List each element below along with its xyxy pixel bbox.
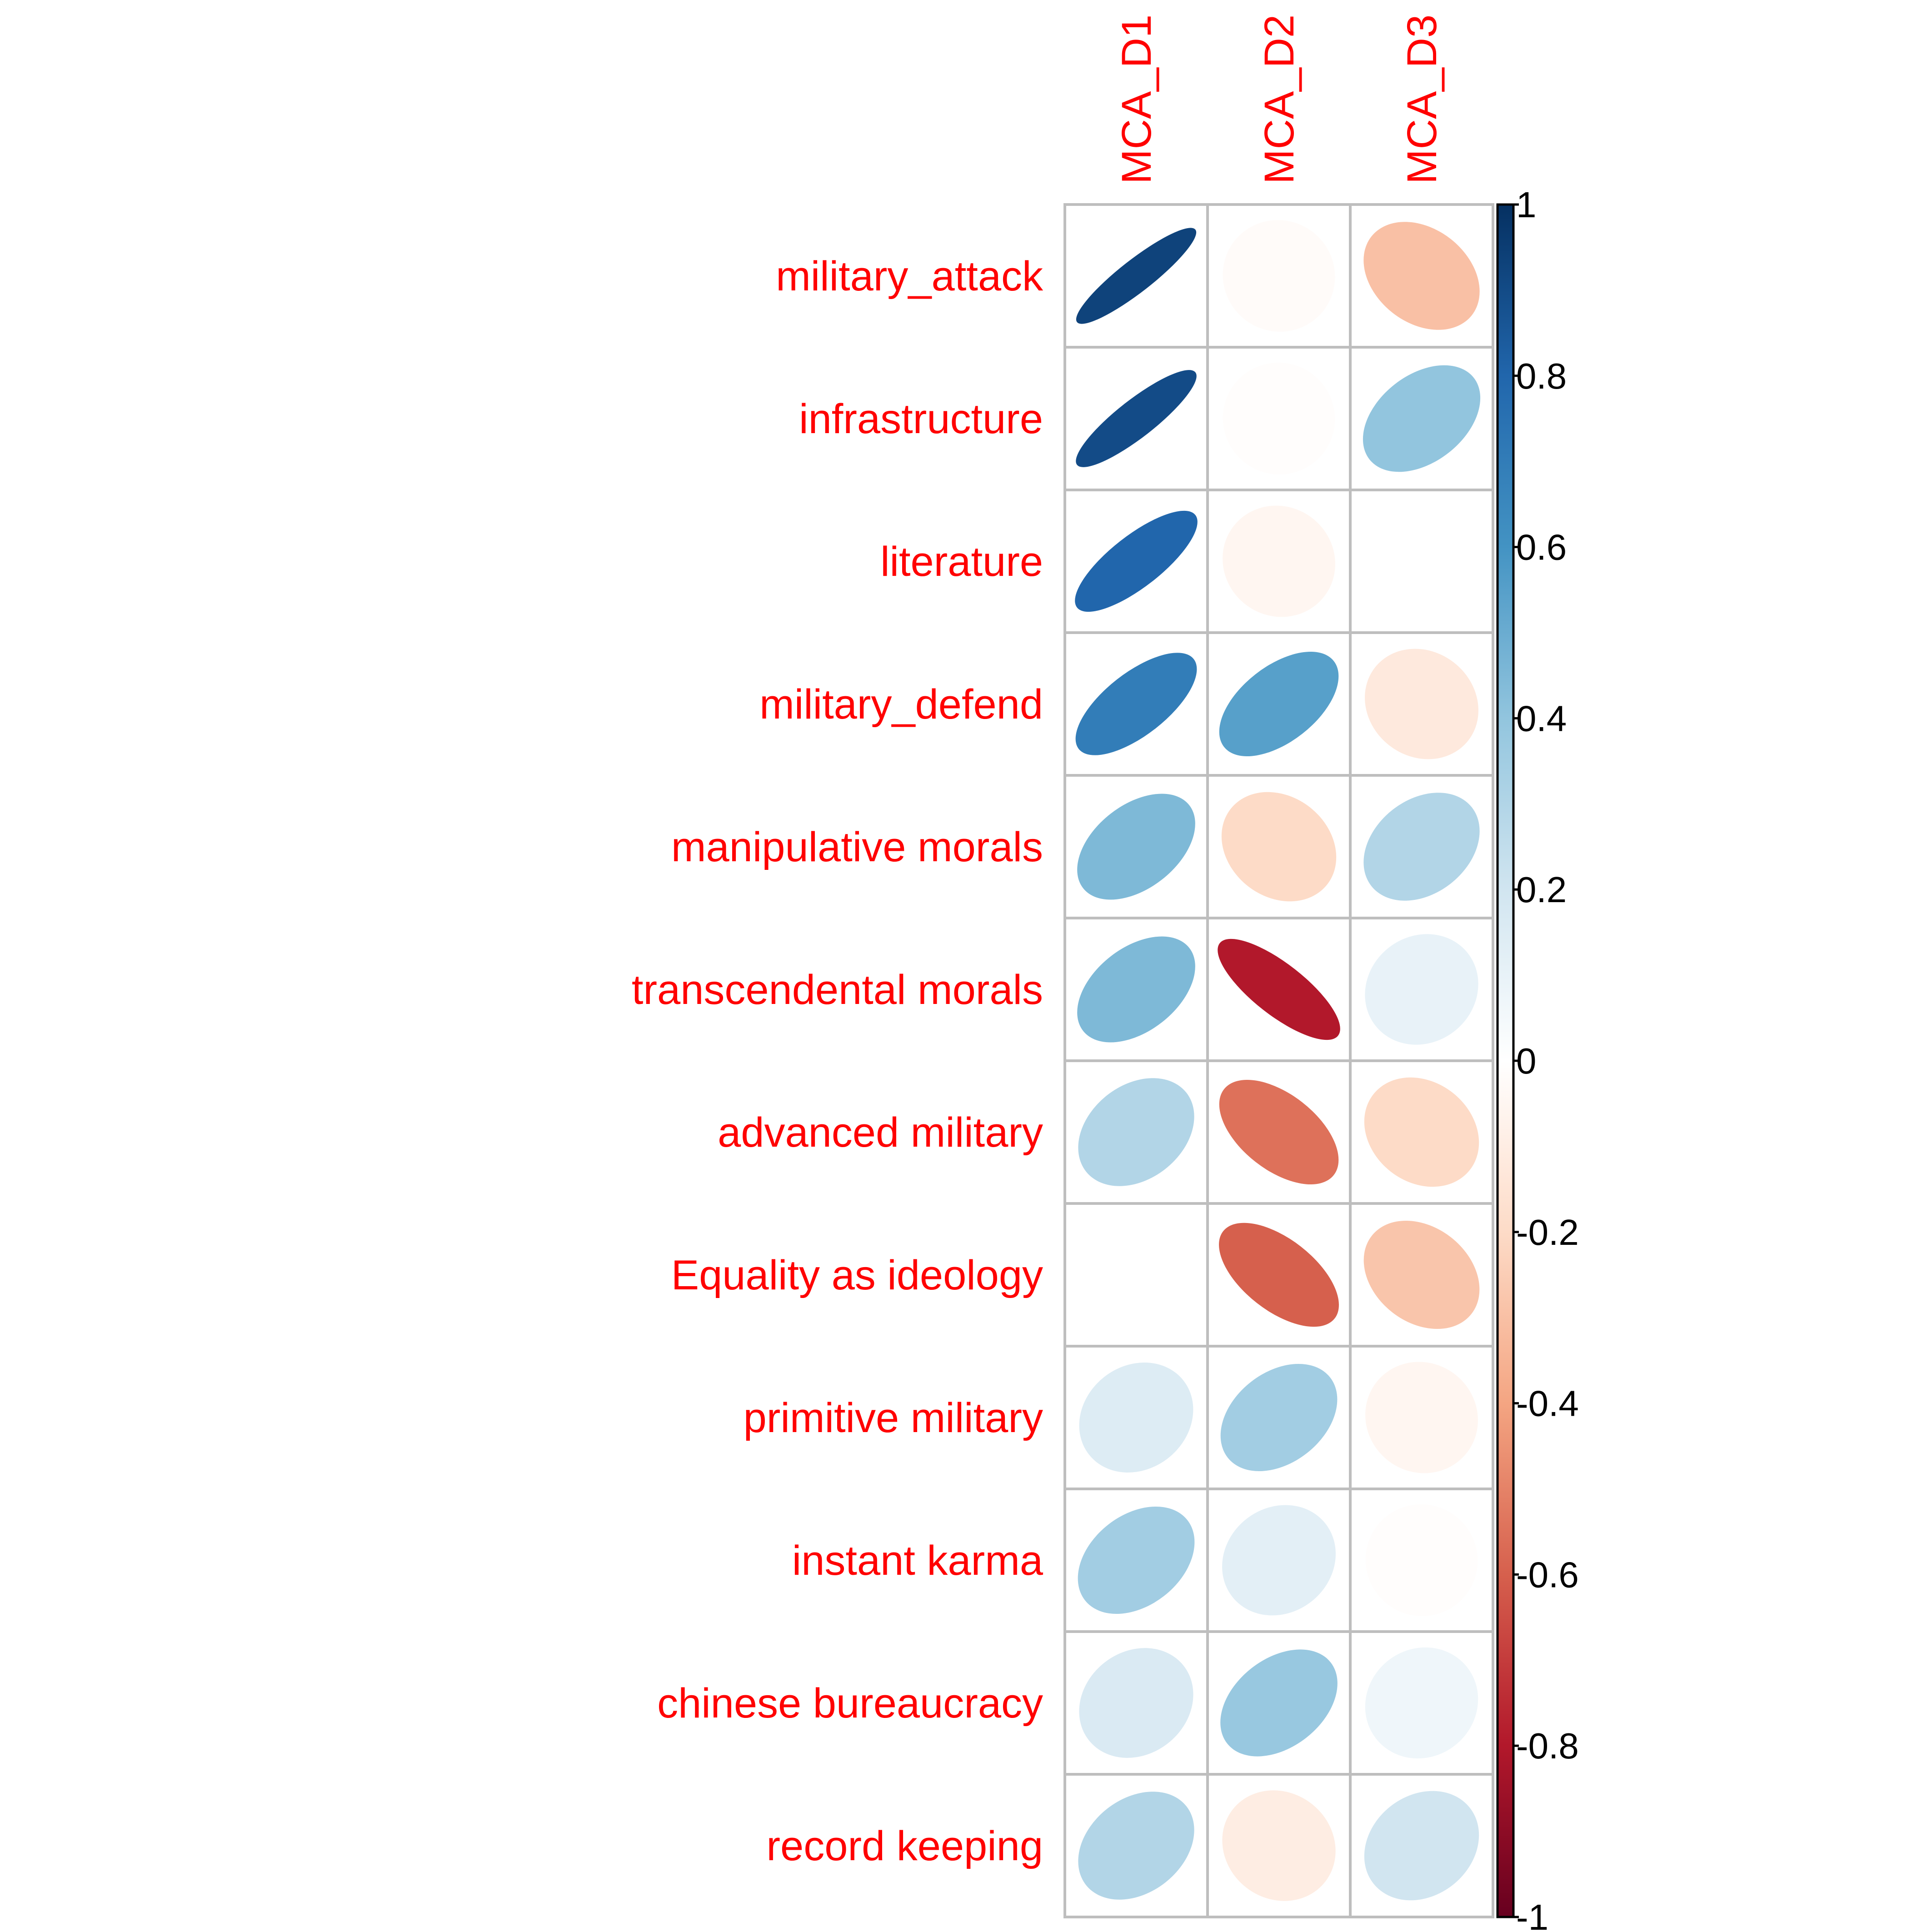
- colorbar-tick-label-5: 0.2: [1516, 869, 1567, 910]
- colorbar-gradient: [1496, 203, 1515, 1918]
- row-label-5: manipulative morals: [671, 824, 1043, 870]
- row-label-10: instant karma: [792, 1538, 1043, 1584]
- colorbar-tick-label-7: -0.2: [1516, 1212, 1579, 1253]
- ellipse-8-3: [1363, 1220, 1480, 1329]
- ellipse-3-3: [1365, 505, 1478, 618]
- ellipse-1-3: [1363, 222, 1480, 330]
- colorbar-tick-label-6: 0: [1516, 1041, 1537, 1081]
- ellipse-1-2: [1223, 220, 1335, 332]
- ellipse-4-2: [1219, 652, 1339, 756]
- row-labels: military_attack infrastructure literature m…: [632, 253, 1043, 1869]
- ellipse-7-1: [1078, 1078, 1194, 1186]
- colorbar-tick-label-1: 1: [1516, 185, 1537, 225]
- column-labels: MCA_D1 MCA_D2 MCA_D3: [1113, 15, 1445, 184]
- ellipse-7-2: [1219, 1080, 1339, 1184]
- ellipse-5-1: [1077, 794, 1195, 900]
- ellipse-11-1: [1079, 1648, 1193, 1758]
- ellipse-6-1: [1077, 936, 1195, 1043]
- colorbar-tick-label-9: -0.6: [1516, 1554, 1579, 1595]
- row-label-8: Equality as ideology: [671, 1252, 1043, 1298]
- row-label-12: record keeping: [766, 1823, 1043, 1869]
- colorbar-tick-label-11: -1: [1516, 1897, 1548, 1932]
- row-label-11: chinese bureaucracy: [657, 1680, 1043, 1727]
- ellipse-2-3: [1363, 365, 1481, 472]
- colorbar: 1 0.8 0.6 0.4 0.2 0 -0.2 -0.4 -0.6 -0.8 -1: [1496, 185, 1579, 1932]
- ellipse-2-1: [1076, 370, 1197, 467]
- ellipse-1-1: [1076, 228, 1197, 324]
- colorbar-tick-label-3: 0.6: [1516, 527, 1567, 568]
- ellipse-12-3: [1364, 1791, 1479, 1901]
- ellipse-10-3: [1365, 1504, 1478, 1616]
- row-label-4: military_defend: [759, 681, 1043, 728]
- correlation-cells: [1063, 203, 1494, 1918]
- ellipse-8-1: [1080, 1218, 1193, 1331]
- ellipse-10-1: [1078, 1506, 1195, 1614]
- row-label-1: military_attack: [776, 253, 1043, 300]
- colorbar-tick-label-8: -0.4: [1516, 1383, 1579, 1424]
- ellipse-10-2: [1222, 1505, 1336, 1616]
- ellipse-5-3: [1363, 793, 1480, 901]
- ellipse-4-1: [1075, 653, 1197, 755]
- row-label-6: transcendental morals: [632, 967, 1043, 1013]
- ellipse-12-2: [1222, 1790, 1336, 1901]
- row-label-9: primitive military: [744, 1395, 1043, 1441]
- ellipse-11-2: [1220, 1649, 1338, 1757]
- row-label-3: literature: [880, 539, 1043, 585]
- column-label-2: MCA_D2: [1256, 15, 1303, 184]
- ellipse-3-2: [1223, 505, 1335, 617]
- ellipse-7-3: [1364, 1077, 1479, 1187]
- ellipse-2-2: [1223, 363, 1335, 474]
- row-label-7: advanced military: [718, 1109, 1043, 1156]
- ellipse-8-2: [1219, 1223, 1339, 1327]
- row-label-2: infrastructure: [799, 396, 1043, 442]
- ellipse-6-2: [1218, 939, 1340, 1040]
- ellipse-11-3: [1365, 1647, 1478, 1759]
- column-label-3: MCA_D3: [1399, 15, 1445, 184]
- ellipse-9-3: [1365, 1362, 1478, 1473]
- ellipse-5-2: [1221, 792, 1337, 902]
- ellipse-12-1: [1078, 1792, 1194, 1900]
- ellipse-4-3: [1365, 649, 1478, 759]
- colorbar-tick-label-2: 0.8: [1516, 356, 1567, 396]
- colorbar-tick-label-4: 0.4: [1516, 698, 1567, 739]
- column-label-1: MCA_D1: [1113, 15, 1160, 184]
- ellipse-9-1: [1079, 1363, 1193, 1473]
- ellipse-3-1: [1075, 510, 1198, 612]
- ellipse-9-2: [1220, 1363, 1338, 1472]
- colorbar-tick-label-10: -0.8: [1516, 1726, 1579, 1766]
- ellipse-6-3: [1365, 934, 1478, 1045]
